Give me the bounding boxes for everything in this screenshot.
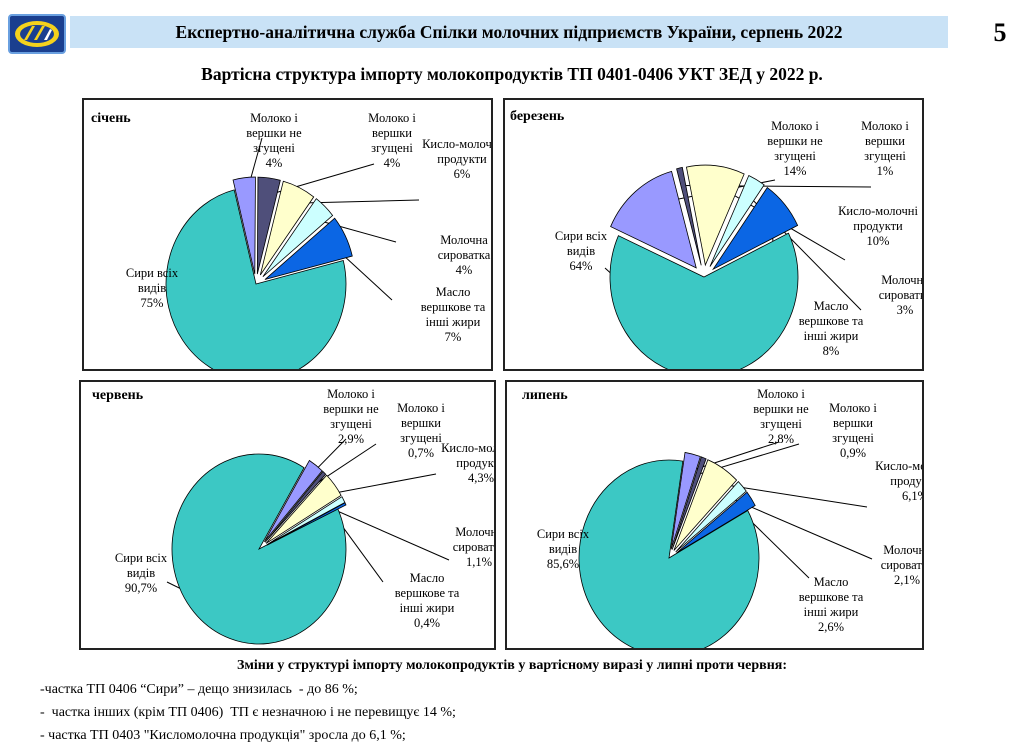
slice-label-sour-milk: Кисло-молочніпродукти6,1%: [875, 459, 922, 503]
pie-slice-milk-not-condensed: [610, 170, 697, 269]
slice-label-milk-not-condensed: Молоко і вершки не згущені 14%: [767, 119, 823, 178]
slice-label-cheese: Сири всіх видів 90,7%: [115, 551, 168, 595]
pie-slice-cheese: [609, 232, 799, 369]
slice-label-sour-milk: Кисло-молочніпродукти6%: [422, 137, 491, 181]
slice-label-cheese: Сири всіх видів 64%: [555, 229, 608, 273]
slice-label-butter: Масло вершкове та інші жири 0,4%: [395, 571, 460, 630]
slice-label-milk-condensed: Молоко і вершки згущені 1%: [861, 119, 909, 178]
pie-slice-milk-not-condensed: [232, 176, 256, 275]
pie-slice-whey: [266, 496, 346, 546]
pie-slice-cheese: [171, 453, 347, 645]
pie-slice-cheese: [578, 459, 760, 648]
pie-slice-butter: [711, 186, 799, 271]
slice-label-whey: Молочнасироватка1,1%: [453, 525, 494, 569]
slice-label-milk-condensed: Молоко і вершки згущені 4%: [368, 111, 416, 170]
pie-chart-june: червень Сири всіх видів 90,7% Молоко і вершки…: [79, 380, 496, 650]
pie-slice-milk-condensed: [676, 166, 702, 266]
pie-chart-july: липень Сири всіх видів 85,6% Молоко і вершки …: [505, 380, 924, 650]
slice-label-whey: Молочнасироватка2,1%: [881, 543, 922, 587]
pie-slice-sour-milk: [265, 474, 342, 544]
slice-label-sour-milk: Кисло-молочні продукти 10%: [838, 204, 918, 248]
slice-label-whey: Молочна сироватка 4%: [438, 233, 491, 277]
pie-slice-milk-condensed: [256, 176, 281, 275]
slice-label-milk-not-condensed: Молоко і вершки не згущені 2,9%: [323, 387, 379, 446]
leader-line-sour-milk: [322, 473, 437, 496]
chart-title-june: червень: [92, 388, 144, 403]
pie-svg-january: січень Сири всіх видів 75% Молоко і вершки не…: [91, 111, 491, 369]
pie-slice-milk-condensed: [671, 456, 707, 550]
pie-slice-whey: [709, 174, 765, 267]
pie-svg-march: березень Сири всіх видів 64% Молоко і вершки …: [510, 109, 922, 369]
main-title: Вартісна структура імпорту молокопродукт…: [201, 64, 823, 84]
header-title-bar: Експертно-аналітична служба Спілки молоч…: [70, 16, 948, 48]
pie-slice-whey: [262, 198, 334, 278]
pie-slice-butter: [676, 491, 756, 554]
leader-line-milk-not-condensed: [688, 441, 780, 472]
pie-svg-july: липень Сири всіх видів 85,6% Молоко і вершки …: [522, 387, 922, 648]
pie-slice-sour-milk: [673, 459, 738, 551]
slice-label-milk-not-condensed: Молоко і вершки не згущені 2,8%: [753, 387, 809, 446]
pie-slice-sour-milk: [259, 180, 315, 276]
pie-slice-milk-condensed: [264, 470, 327, 543]
header: Експертно-аналітична служба Спілки молоч…: [0, 6, 1024, 54]
logo: [8, 14, 66, 54]
slice-label-milk-condensed: Молоко і вершки згущені 0,9%: [829, 401, 877, 460]
header-title: Експертно-аналітична служба Спілки молоч…: [175, 21, 843, 42]
leader-line-whey: [329, 507, 450, 561]
footer-title: Зміни у структурі імпорту молокопродукті…: [236, 658, 788, 673]
slice-label-butter: Масло вершкове та інші жири 7%: [421, 285, 486, 344]
note-line-3: - частка ТП 0403 "Кисломолочна продукція…: [40, 728, 406, 743]
pie-slice-whey: [675, 480, 747, 553]
leader-line-whey: [730, 497, 873, 560]
pie-svg-june: червень Сири всіх видів 90,7% Молоко і вершки…: [92, 387, 494, 645]
pie-slice-cheese: [165, 189, 347, 369]
slice-label-milk-condensed: Молоко і вершки згущені 0,7%: [397, 401, 445, 460]
pie-slice-sour-milk: [685, 164, 745, 267]
chart-title-july: липень: [522, 388, 568, 403]
slice-label-cheese: Сири всіх видів 85,6%: [537, 527, 590, 571]
slice-label-whey: Молочнасироватка3%: [879, 273, 922, 317]
slice-label-sour-milk: Кисло-молочніпродукти4,3%: [441, 441, 494, 485]
pie-chart-march: березень Сири всіх видів 64% Молоко і вершки …: [503, 98, 924, 371]
note-line-2: - частка інших (крім ТП 0406) ТП є незна…: [40, 705, 456, 720]
chart-title-march: березень: [510, 109, 565, 124]
pie-slice-milk-not-condensed: [670, 451, 701, 550]
chart-title-january: січень: [91, 111, 131, 126]
pie-slice-butter: [266, 502, 347, 546]
logo-icon: [15, 21, 59, 47]
pie-slice-milk-not-condensed: [263, 459, 323, 543]
pie-chart-january: січень Сири всіх видів 75% Молоко і вершки не…: [82, 98, 493, 371]
slice-label-milk-not-condensed: Молоко і вершки не згущені 4%: [246, 111, 302, 170]
slice-label-cheese: Сири всіх видів 75%: [126, 266, 179, 310]
slice-label-butter: Масло вершкове та інші жири 8%: [799, 299, 864, 358]
note-line-1: -частка ТП 0406 “Сири” – дещо знизилась …: [40, 682, 358, 697]
pie-slice-butter: [264, 217, 353, 280]
page-number: 5: [980, 12, 1020, 54]
slice-label-butter: Масло вершкове та інші жири 2,6%: [799, 575, 864, 634]
leader-line-whey: [313, 218, 397, 243]
